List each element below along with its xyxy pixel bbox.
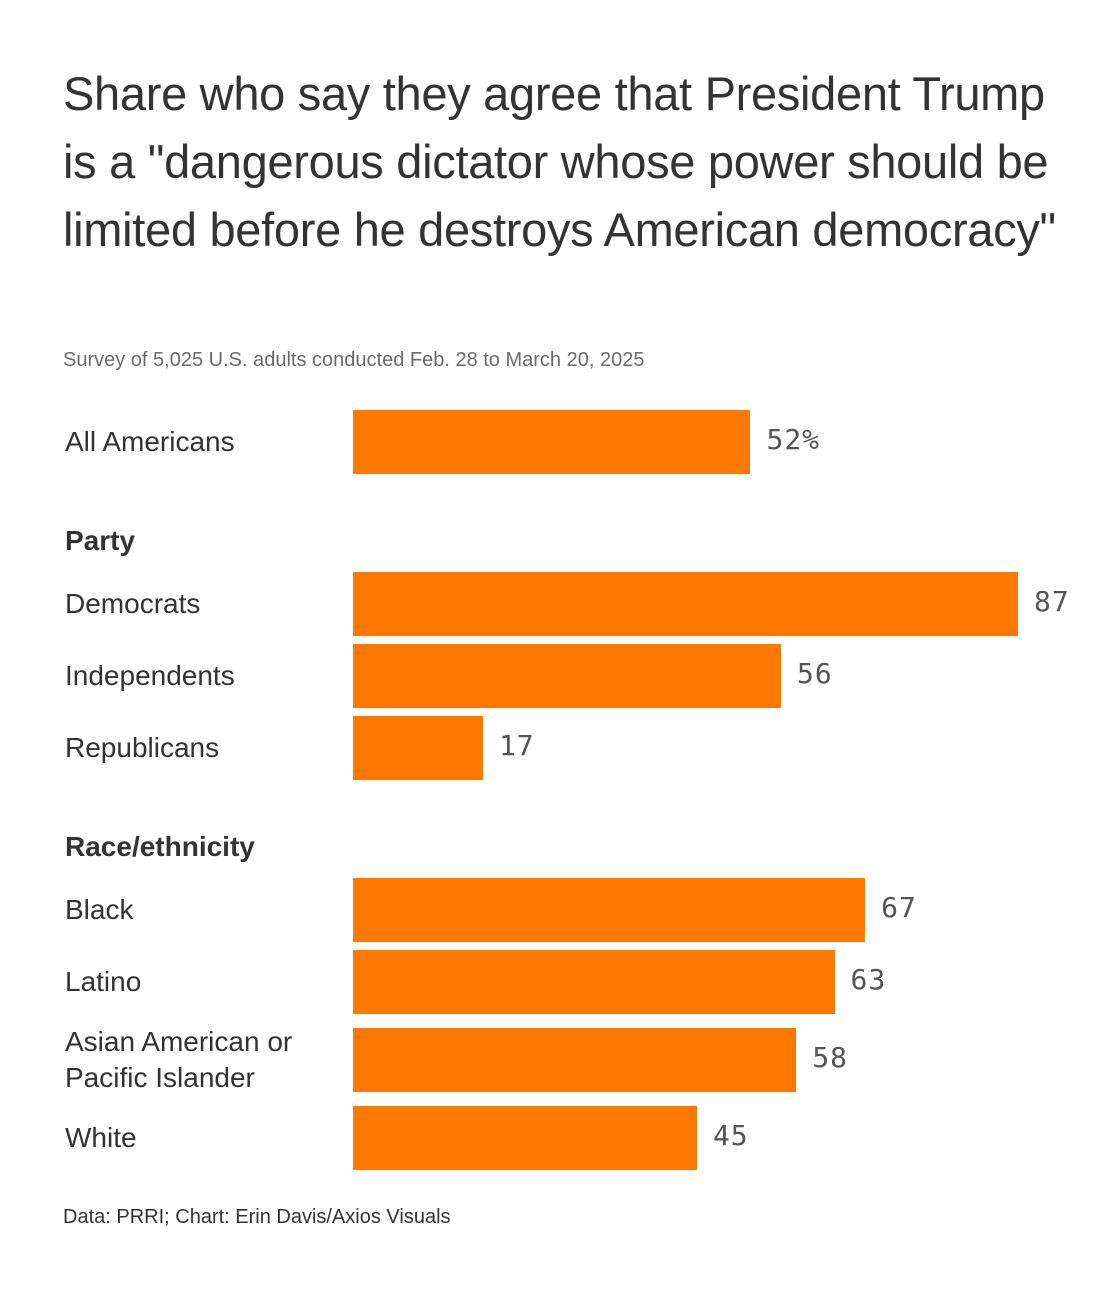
chart-source-credit: Data: PRRI; Chart: Erin Davis/Axios Visu… (63, 1206, 451, 1228)
bar-white (353, 1106, 697, 1170)
value-label-republicans: 17 (498, 729, 535, 762)
value-label-independents: 56 (797, 657, 833, 690)
bar-black (353, 878, 866, 942)
category-label-latino: Latino (65, 966, 142, 997)
category-label-republicans: Republicans (65, 732, 220, 763)
value-label-democrats: 87 (1034, 585, 1070, 618)
bar-latino (353, 950, 835, 1014)
value-label-latino: 63 (850, 963, 887, 996)
category-label-independents: Independents (65, 660, 235, 691)
bar-democrats (353, 572, 1018, 636)
bar-republicans (353, 716, 483, 780)
chart-subtitle: Survey of 5,025 U.S. adults conducted Fe… (63, 349, 645, 371)
category-label-asian-american-or-pacific-islander: Asian American or Pacific Islander (65, 1026, 293, 1093)
value-label-white: 45 (712, 1119, 749, 1152)
bar-all-americans (353, 410, 751, 474)
chart-title: Share who say they agree that President … (63, 67, 1056, 256)
category-label-black: Black (65, 894, 134, 925)
category-label-white: White (65, 1122, 137, 1153)
value-label-black: 67 (881, 891, 917, 924)
bar-asian-american-or-pacific-islander (353, 1028, 797, 1092)
group-label-race-ethnicity: Race/ethnicity (65, 831, 255, 862)
value-label-asian-american-or-pacific-islander: 58 (812, 1041, 849, 1074)
value-label-all-americans: 52% (766, 423, 821, 456)
category-label-democrats: Democrats (65, 588, 201, 619)
group-label-party: Party (65, 525, 136, 556)
bar-independents (353, 644, 782, 708)
category-label-all-americans: All Americans (65, 426, 235, 457)
